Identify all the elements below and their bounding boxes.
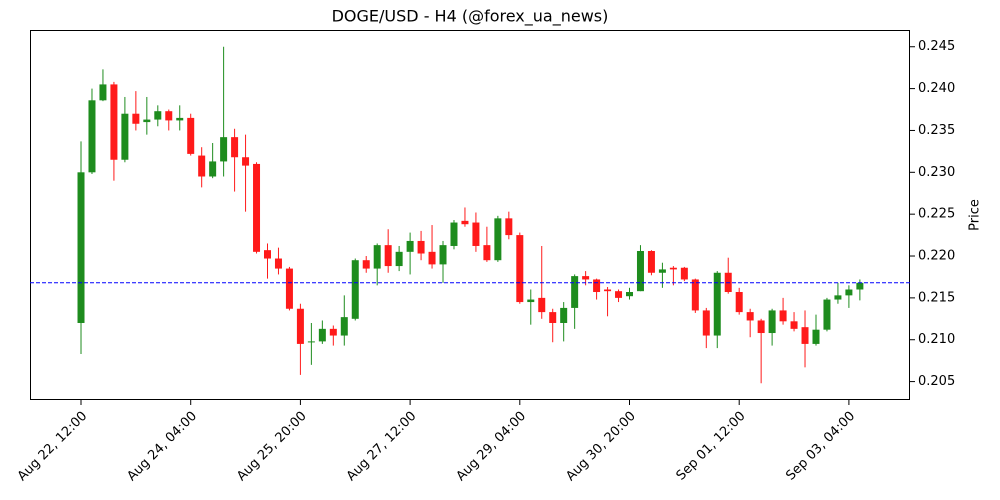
candle-body [417, 240, 425, 254]
candle-body [834, 295, 842, 300]
candle-body [362, 260, 370, 269]
candle-body [253, 163, 261, 252]
candle-body [560, 307, 568, 323]
candle-body [779, 310, 787, 322]
candle-body [593, 279, 601, 293]
candle-body [845, 289, 853, 296]
candle-body [406, 240, 414, 252]
candle-body [384, 245, 392, 267]
candle-body [143, 119, 151, 123]
candle-body [428, 251, 436, 265]
candle-body [274, 258, 282, 269]
candle-body [77, 172, 85, 323]
candle-body [165, 111, 173, 121]
plot-frame [30, 30, 910, 400]
candle-body [669, 267, 677, 270]
candle-body [691, 279, 699, 311]
candle-body [615, 291, 623, 298]
candle-body [373, 245, 381, 269]
y-tick-label: 0.235 [918, 123, 955, 138]
candle-body [768, 310, 776, 334]
candle-body [121, 113, 129, 160]
candle-body [571, 276, 579, 308]
candle-body [439, 245, 447, 265]
candle-body [538, 297, 546, 313]
candle-body [516, 235, 524, 303]
candle-body [790, 321, 798, 329]
candle-body [801, 327, 809, 344]
candle-body [856, 282, 864, 290]
candle-body [351, 260, 359, 319]
candle-body [329, 328, 337, 336]
candle-body [746, 312, 754, 321]
candle-body [527, 299, 535, 303]
candle-body [658, 269, 666, 273]
candle-body [198, 155, 206, 177]
chart-title: DOGE/USD - H4 (@forex_ua_news) [332, 7, 609, 27]
candle-body [735, 292, 743, 313]
candle-body [812, 329, 820, 344]
y-tick-label: 0.205 [918, 374, 955, 389]
y-tick-label: 0.210 [918, 332, 955, 347]
candle-body [340, 317, 348, 336]
candle-body [713, 272, 721, 336]
candle-body [647, 250, 655, 273]
candle-body [823, 299, 831, 330]
candle-body [626, 292, 634, 297]
candle-body [549, 312, 557, 323]
y-tick-label: 0.230 [918, 165, 955, 180]
candle-body [582, 276, 590, 280]
y-tick-label: 0.215 [918, 290, 955, 305]
candle-body [176, 117, 184, 121]
candle-body [395, 251, 403, 267]
y-tick-label: 0.225 [918, 207, 955, 222]
candle-body [757, 320, 765, 334]
candle-body [242, 157, 250, 166]
candle-body [450, 222, 458, 246]
candle-body [209, 161, 217, 177]
candle-body [88, 100, 96, 173]
candle-body [505, 218, 513, 236]
y-tick-label: 0.245 [918, 39, 955, 54]
candle-body [636, 250, 644, 292]
candle-body [296, 308, 304, 344]
candle-body [604, 289, 612, 292]
candle-body [318, 328, 326, 342]
candle-body [263, 250, 271, 259]
candle-body [307, 341, 315, 343]
candle-body [187, 117, 195, 154]
candle-body [110, 84, 118, 160]
candle-body [680, 267, 688, 280]
y-tick-label: 0.220 [918, 249, 955, 264]
candle-body [461, 220, 469, 225]
candle-body [220, 137, 228, 162]
y-axis-label: Price [968, 199, 983, 231]
candle-body [494, 218, 502, 261]
y-tick-label: 0.240 [918, 81, 955, 96]
candle-body [702, 310, 710, 336]
candle-body [231, 137, 239, 158]
candle-body [154, 111, 162, 120]
candle-body [483, 245, 491, 261]
candle-body [99, 84, 107, 101]
candle-body [285, 268, 293, 309]
candle-body [472, 222, 480, 246]
candle-body [132, 113, 140, 124]
